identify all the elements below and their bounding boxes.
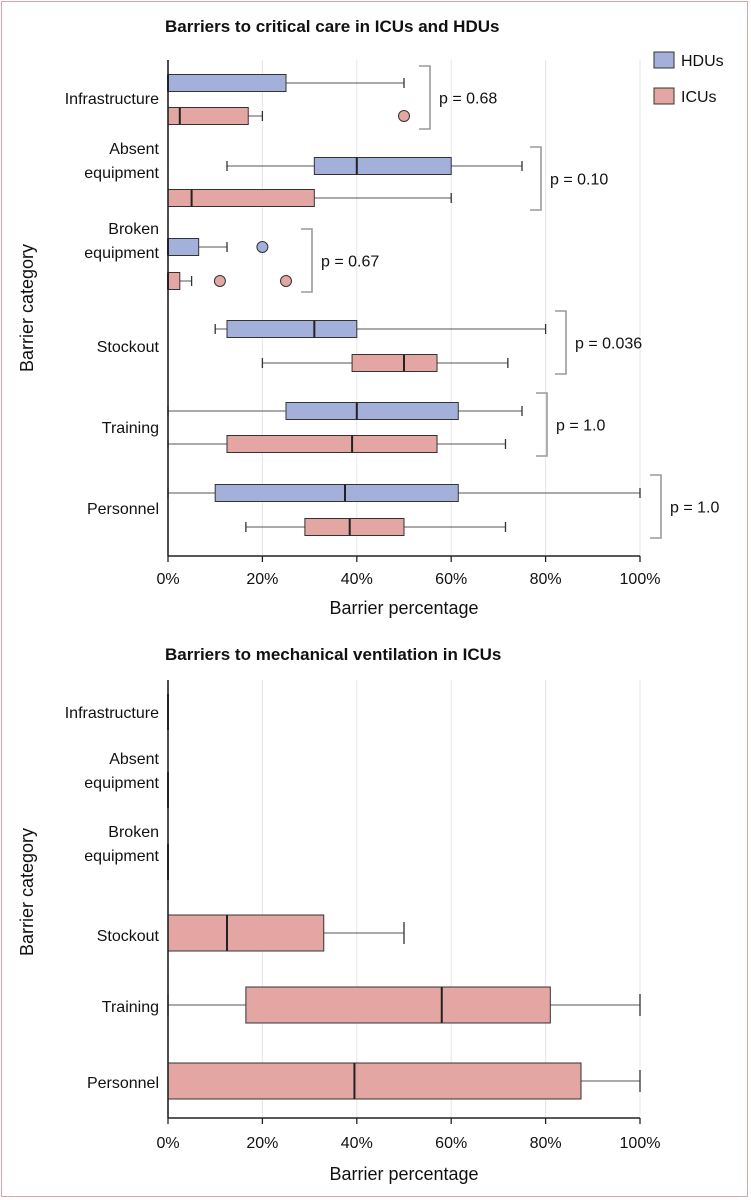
x-tick-label: 20% (246, 1135, 278, 1152)
category-label: Personnel (87, 501, 159, 518)
p-value-bracket (530, 146, 542, 211)
box-hdus-0 (167, 74, 405, 92)
x-tick-label: 100% (620, 571, 661, 588)
x-tick-label: 80% (530, 1135, 562, 1152)
category-label: Stockout (97, 339, 160, 356)
outlier-point (398, 110, 410, 122)
p-value-bracket (555, 310, 567, 375)
box-iqr (245, 986, 551, 1024)
box-icus-0 (167, 107, 410, 125)
legend-swatch-hdus (653, 51, 675, 69)
category-label: Broken (108, 824, 159, 841)
category-label: Training (102, 999, 159, 1016)
y-axis-label: Barrier category (17, 244, 37, 372)
y-axis-label: Barrier category (17, 828, 37, 956)
chart-title: Barriers to mechanical ventilation in IC… (165, 645, 501, 664)
p-value-bracket (301, 228, 313, 293)
box-iqr (351, 354, 438, 372)
box-icus-4 (167, 435, 507, 453)
box-icus-3 (167, 914, 405, 952)
category-label: equipment (84, 775, 159, 792)
category-label: equipment (84, 245, 159, 262)
box-iqr (167, 189, 315, 207)
legend-label: ICUs (681, 89, 717, 106)
p-value-label: p = 0.68 (439, 91, 497, 108)
box-iqr (167, 272, 181, 290)
box-iqr (226, 320, 358, 338)
box-icus-5 (245, 518, 507, 536)
p-value-bracket (650, 474, 662, 539)
box-icus-2 (167, 272, 292, 290)
box-hdus-2 (167, 238, 269, 256)
box-icus-3 (261, 354, 509, 372)
p-value-label: p = 0.10 (550, 172, 608, 189)
box-iqr (304, 518, 405, 536)
x-tick-label: 40% (341, 571, 373, 588)
category-label: equipment (84, 848, 159, 865)
p-value-bracket (536, 392, 548, 457)
box-icus-1 (167, 189, 452, 207)
box-icus-5 (167, 1062, 641, 1100)
x-axis-label: Barrier percentage (329, 1164, 478, 1184)
box-hdus-4 (167, 402, 523, 420)
x-tick-label: 60% (435, 571, 467, 588)
outlier-point (213, 275, 226, 287)
chart-title: Barriers to critical care in ICUs and HD… (165, 17, 499, 36)
x-tick-label: 0% (156, 1135, 179, 1152)
category-label: Training (102, 420, 159, 437)
category-label: Stockout (97, 928, 160, 945)
category-label: Absent (109, 751, 159, 768)
category-label: Absent (109, 141, 159, 158)
box-hdus-5 (167, 484, 641, 502)
p-value-label: p = 0.67 (321, 254, 379, 271)
category-label: Infrastructure (65, 705, 159, 722)
box-iqr (214, 484, 459, 502)
category-label: Broken (108, 221, 159, 238)
legend-swatch-icus (653, 87, 675, 105)
x-tick-label: 100% (620, 1135, 661, 1152)
outlier-point (256, 241, 269, 253)
box-iqr (167, 74, 287, 92)
category-label: Personnel (87, 1075, 159, 1092)
box-iqr (167, 238, 200, 256)
x-tick-label: 0% (156, 571, 179, 588)
legend-label: HDUs (681, 53, 724, 70)
box-hdus-1 (226, 157, 523, 175)
outlier-point (280, 275, 292, 287)
x-tick-label: 40% (341, 1135, 373, 1152)
box-iqr (167, 1062, 582, 1100)
p-value-bracket (419, 65, 431, 130)
box-hdus-3 (214, 320, 547, 338)
box-iqr (313, 157, 452, 175)
category-label: Infrastructure (65, 91, 159, 108)
p-value-label: p = 0.036 (575, 336, 642, 353)
p-value-label: p = 1.0 (670, 500, 719, 517)
x-tick-label: 20% (246, 571, 278, 588)
box-icus-4 (167, 986, 641, 1024)
category-label: equipment (84, 165, 159, 182)
box-iqr (167, 914, 325, 952)
x-axis-label: Barrier percentage (329, 598, 478, 618)
box-iqr (226, 435, 438, 453)
box-iqr (285, 402, 459, 420)
x-tick-label: 80% (530, 571, 562, 588)
x-tick-label: 60% (435, 1135, 467, 1152)
p-value-label: p = 1.0 (556, 418, 605, 435)
